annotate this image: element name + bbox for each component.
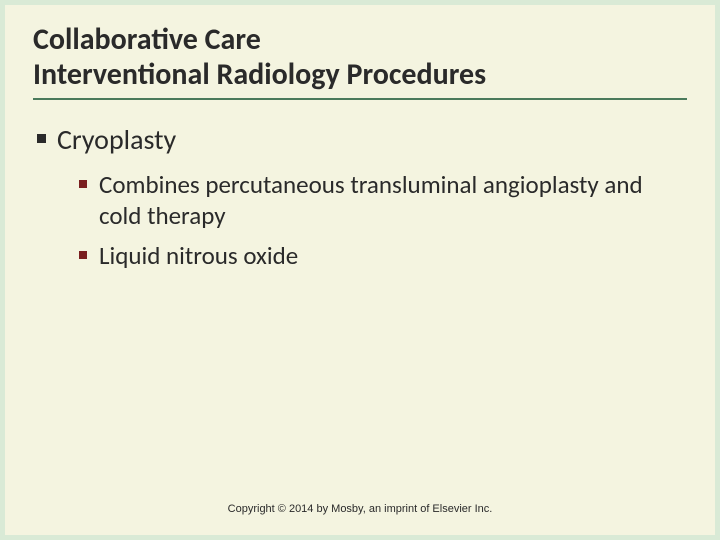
bullet-list-level1: Cryoplasty Combines percutaneous translu… — [33, 122, 687, 271]
title-line-1: Collaborative Care — [33, 23, 687, 58]
title-line-2: Interventional Radiology Procedures — [33, 58, 687, 93]
bullet-lvl2-item: Liquid nitrous oxide — [77, 240, 687, 271]
bullet-lvl2-text: Combines percutaneous transluminal angio… — [99, 169, 643, 231]
bullet-lvl1-item: Cryoplasty Combines percutaneous translu… — [35, 122, 687, 271]
bullet-lvl1-text: Cryoplasty — [57, 122, 176, 157]
bullet-lvl2-text: Liquid nitrous oxide — [99, 240, 298, 271]
bullet-lvl2-item: Combines percutaneous transluminal angio… — [77, 169, 687, 232]
slide: Collaborative Care Interventional Radiol… — [0, 0, 720, 540]
title-block: Collaborative Care Interventional Radiol… — [33, 23, 687, 100]
bullet-list-level2: Combines percutaneous transluminal angio… — [57, 169, 687, 271]
copyright-footer: Copyright © 2014 by Mosby, an imprint of… — [5, 503, 715, 515]
